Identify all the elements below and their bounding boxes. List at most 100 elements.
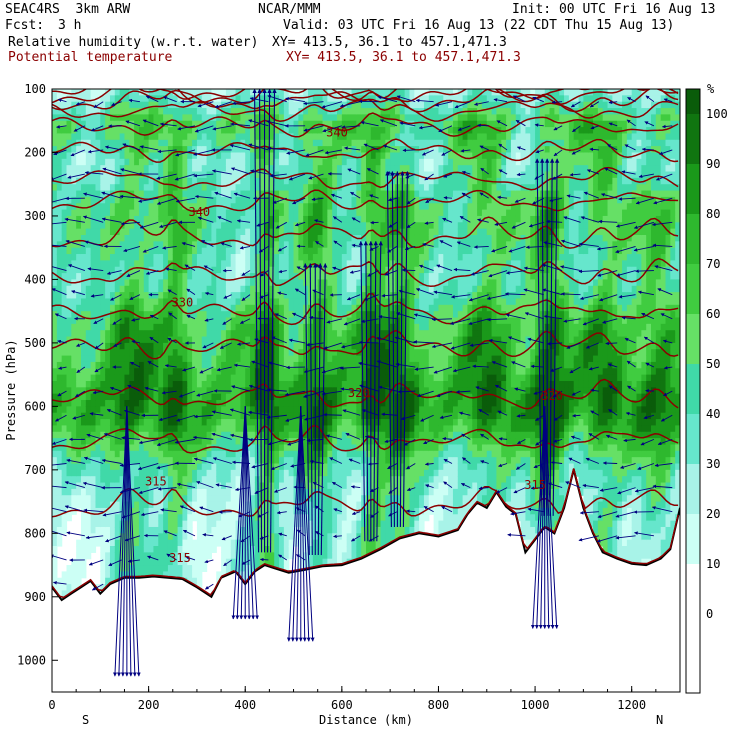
wind-arrow — [290, 406, 302, 642]
wind-arrow — [193, 414, 214, 419]
wind-arrow — [303, 263, 310, 556]
wind-arrow — [616, 270, 636, 277]
wind-arrow — [579, 511, 599, 515]
colorbar-label: 50 — [706, 357, 720, 371]
wind-arrow — [579, 294, 599, 301]
wind-arrow — [406, 463, 416, 470]
wind-arrow — [635, 197, 655, 205]
wind-arrow — [186, 288, 196, 296]
wind-arrow — [305, 149, 324, 157]
wind-arrow — [66, 458, 85, 464]
wind-arrow — [89, 412, 104, 416]
wind-arrow — [126, 406, 133, 677]
wind-arrow — [498, 463, 508, 468]
wind-arrow — [94, 342, 104, 350]
wind-arrow — [510, 511, 526, 516]
wind-arrow — [524, 312, 544, 320]
wind-arrow — [513, 487, 526, 494]
wind-arrow — [568, 457, 581, 464]
wind-arrow — [582, 483, 599, 489]
wind-arrow — [82, 481, 104, 489]
wind-arrow — [238, 511, 251, 518]
y-tick-label: 900 — [24, 590, 46, 604]
x-tick-label: 600 — [331, 698, 353, 712]
wind-arrow — [566, 342, 581, 349]
wind-arrow — [601, 193, 618, 199]
colorbar-swatch — [686, 314, 700, 364]
wind-arrow — [339, 366, 361, 370]
theta-label: 320 — [541, 389, 563, 403]
wind-arrow — [58, 366, 67, 370]
theta-contour — [52, 189, 679, 213]
colorbar-swatch — [686, 564, 700, 614]
wind-arrow — [83, 192, 104, 199]
wind-arrow — [602, 461, 618, 465]
wind-arrow — [350, 485, 361, 489]
wind-arrow — [204, 318, 214, 322]
wind-arrow — [194, 194, 214, 199]
wind-arrow — [618, 294, 636, 299]
colorbar-label: 40 — [706, 407, 720, 421]
wind-arrow — [388, 487, 398, 494]
wind-arrow — [87, 267, 104, 271]
wind-arrow — [220, 242, 232, 247]
wind-arrow — [125, 120, 141, 127]
wind-arrow — [402, 171, 410, 528]
wind-arrow — [623, 438, 636, 443]
wind-arrow — [552, 158, 560, 516]
wind-arrow — [239, 406, 246, 620]
wind-arrow — [498, 169, 508, 175]
wind-arrow — [202, 342, 214, 349]
wind-arrow — [179, 505, 196, 513]
wind-arrow — [221, 535, 232, 541]
wind-arrow — [605, 434, 618, 440]
wind-arrow — [341, 125, 361, 129]
wind-arrow — [241, 559, 251, 565]
wind-arrow — [607, 144, 618, 151]
wind-arrow — [663, 98, 673, 103]
wind-arrow — [123, 245, 141, 253]
field2-xy: XY= 413.5, 36.1 to 457.1,471.3 — [286, 50, 521, 65]
wind-arrow — [530, 406, 546, 629]
wind-arrow — [638, 173, 654, 179]
wind-arrow — [119, 194, 140, 199]
wind-arrow — [450, 318, 471, 325]
wind-arrow — [590, 388, 599, 393]
wind-arrow — [274, 487, 287, 493]
wind-arrow — [149, 336, 159, 344]
wind-arrow — [350, 191, 361, 199]
wind-arrow — [627, 97, 636, 103]
wind-arrow — [129, 294, 141, 300]
wind-arrow — [93, 318, 104, 324]
wind-arrow — [130, 361, 141, 368]
wind-arrow — [52, 221, 67, 225]
wind-arrow — [413, 340, 434, 344]
wind-arrow — [159, 122, 177, 127]
wind-arrow — [109, 386, 122, 392]
wind-arrow — [439, 414, 453, 420]
wind-arrow — [363, 143, 379, 151]
colorbar-swatch — [686, 114, 700, 164]
wind-arrow — [422, 149, 434, 156]
wind-arrow — [323, 412, 342, 417]
wind-arrow — [333, 216, 343, 223]
wind-arrow — [91, 583, 104, 591]
wind-arrow — [267, 94, 287, 103]
wind-arrow — [534, 158, 542, 516]
wind-arrow — [477, 218, 489, 223]
wind-arrow — [219, 342, 232, 349]
wind-arrow — [292, 312, 306, 320]
wind-arrow — [223, 559, 232, 567]
wind-arrow — [491, 245, 508, 253]
colorbar-swatch — [686, 464, 700, 514]
wind-arrow — [57, 339, 67, 344]
field1-xy: XY= 413.5, 36.1 to 457.1,471.3 — [272, 35, 507, 50]
theta-label: 315 — [145, 475, 167, 489]
wind-arrow — [64, 505, 85, 513]
wind-arrow — [450, 342, 471, 350]
wind-arrow — [122, 143, 141, 151]
wind-arrow — [569, 172, 581, 177]
wind-arrow — [433, 290, 453, 296]
colorbar-label: 70 — [706, 257, 720, 271]
y-axis-title: Pressure (hPa) — [4, 339, 18, 440]
